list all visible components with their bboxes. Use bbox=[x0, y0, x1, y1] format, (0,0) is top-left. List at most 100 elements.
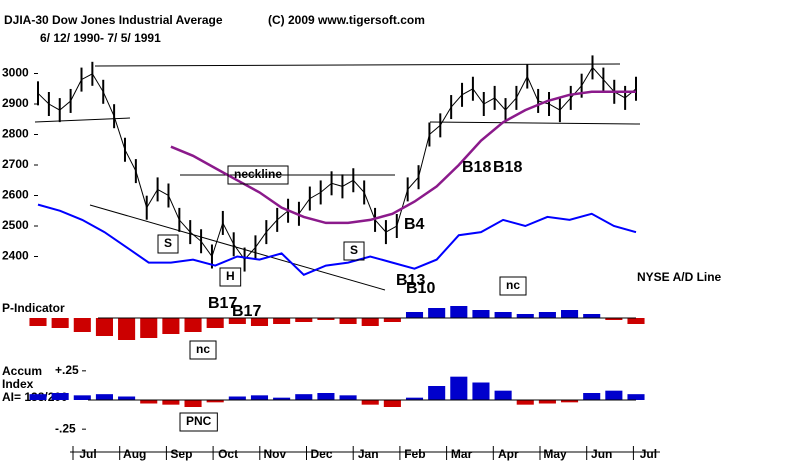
p-bar bbox=[95, 318, 113, 336]
annotation: H bbox=[226, 269, 235, 283]
annotation: S bbox=[350, 243, 358, 257]
annotation: B17 bbox=[208, 295, 237, 312]
chart-title: DJIA-30 Dow Jones Industrial Average bbox=[4, 13, 223, 27]
annotation-box bbox=[343, 241, 365, 261]
copyright: (C) 2009 www.tigersoft.com bbox=[268, 13, 425, 27]
accum-bar bbox=[383, 400, 401, 407]
x-tick-label: Dec bbox=[310, 447, 332, 461]
annotation-box bbox=[157, 234, 179, 254]
accum-bar bbox=[317, 393, 335, 400]
accum-bar bbox=[162, 400, 180, 405]
price-line bbox=[37, 66, 637, 261]
annotation: B18 bbox=[493, 159, 522, 176]
p-bar bbox=[118, 318, 136, 340]
accum-bar bbox=[605, 390, 623, 400]
y-tick-label: 2800 bbox=[2, 127, 29, 141]
x-tick-label: Aug bbox=[123, 447, 146, 461]
accum-bar bbox=[206, 400, 224, 403]
trend-line bbox=[89, 204, 386, 291]
x-tick-label: Jun bbox=[591, 447, 612, 461]
accum-bar bbox=[339, 395, 357, 400]
p-bar bbox=[383, 318, 401, 322]
accum-bar bbox=[538, 400, 556, 404]
ad-label: NYSE A/D Line bbox=[637, 270, 722, 284]
trend-line bbox=[429, 121, 641, 125]
p-bar bbox=[450, 306, 468, 318]
x-tick-label: May bbox=[543, 447, 567, 461]
accum-bar bbox=[184, 400, 202, 407]
p-bar bbox=[228, 318, 246, 324]
panel-label: P-Indicator bbox=[2, 301, 65, 315]
accum-bar bbox=[273, 397, 291, 400]
trend-line bbox=[94, 63, 621, 67]
p-bar bbox=[51, 318, 69, 328]
annotation: nc bbox=[506, 278, 520, 292]
p-bar bbox=[339, 318, 357, 324]
accum-bar bbox=[140, 400, 158, 404]
p-bar bbox=[73, 318, 91, 332]
accum-bar bbox=[583, 393, 601, 400]
annotation: B4 bbox=[404, 216, 425, 233]
accum-bar bbox=[405, 397, 424, 400]
accum-bar bbox=[472, 382, 490, 400]
p-bar bbox=[627, 318, 645, 324]
p-bar bbox=[162, 318, 180, 334]
annotation-box bbox=[189, 340, 217, 360]
annotation-box bbox=[499, 276, 527, 296]
accum-bar bbox=[51, 393, 69, 400]
y-tick-label: +.25 bbox=[55, 363, 79, 377]
p-bar bbox=[273, 318, 291, 324]
accum-bar bbox=[118, 396, 136, 400]
p-bar bbox=[295, 318, 313, 322]
p-bar bbox=[361, 318, 379, 326]
y-tick-label: -.25 bbox=[55, 421, 76, 435]
accum-bar bbox=[95, 394, 113, 400]
accum-bar bbox=[494, 390, 512, 400]
annotation: B10 bbox=[406, 280, 435, 297]
x-tick-label: Oct bbox=[218, 447, 238, 461]
p-bar bbox=[605, 318, 623, 320]
x-tick-label: Nov bbox=[263, 447, 286, 461]
p-bar bbox=[428, 308, 446, 318]
x-tick-label: Sep bbox=[170, 447, 192, 461]
p-bar bbox=[317, 318, 335, 320]
annotation: S bbox=[164, 236, 172, 250]
p-bar bbox=[140, 318, 158, 338]
x-tick-label: Jan bbox=[358, 447, 379, 461]
p-bar bbox=[206, 318, 224, 328]
p-bar bbox=[184, 318, 202, 332]
accum-bar bbox=[295, 394, 313, 400]
accum-bar bbox=[627, 394, 645, 400]
accum-bar bbox=[29, 394, 47, 400]
y-tick-label: 2600 bbox=[2, 188, 29, 202]
annotation: nc bbox=[196, 342, 210, 356]
annotation-box bbox=[227, 165, 289, 185]
accum-bar bbox=[250, 395, 269, 400]
p-bar bbox=[405, 312, 424, 318]
accum-bar bbox=[428, 386, 446, 400]
x-tick-label: Feb bbox=[404, 447, 425, 461]
accum-bar bbox=[516, 400, 534, 405]
p-bar bbox=[250, 318, 269, 326]
p-bar bbox=[538, 312, 556, 318]
x-tick-label: Jul bbox=[640, 447, 657, 461]
p-bar bbox=[472, 310, 490, 318]
p-bar bbox=[561, 310, 579, 318]
annotation: B13 bbox=[396, 272, 425, 289]
y-tick-label: 2900 bbox=[2, 96, 29, 110]
ad-line bbox=[37, 203, 637, 276]
accum-bar bbox=[361, 400, 379, 405]
p-bar bbox=[583, 314, 601, 318]
accum-bar bbox=[450, 376, 468, 400]
annotation: neckline bbox=[234, 167, 282, 181]
y-tick-label: 3000 bbox=[2, 66, 29, 80]
x-tick-label: Apr bbox=[498, 447, 519, 461]
p-bar bbox=[494, 312, 512, 318]
accum-bar bbox=[561, 400, 579, 403]
panel-label: Index bbox=[2, 377, 34, 391]
annotation-box bbox=[219, 267, 242, 287]
x-tick-label: Mar bbox=[451, 447, 473, 461]
y-tick-label: 2500 bbox=[2, 218, 29, 232]
panel-label: Accum bbox=[2, 364, 42, 378]
